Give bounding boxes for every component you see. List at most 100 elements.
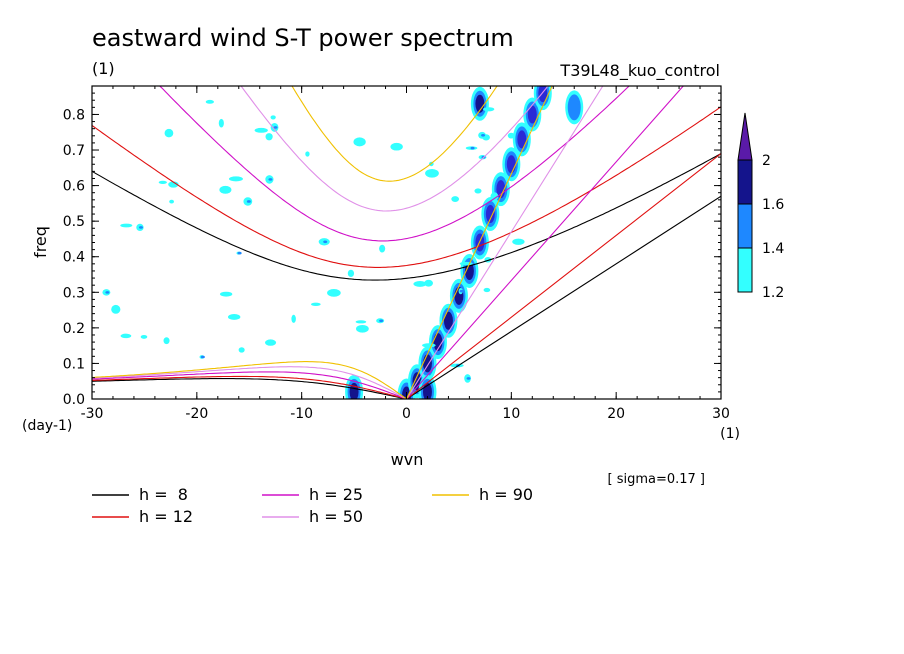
noise-patch-core bbox=[470, 146, 475, 150]
chart-title: eastward wind S-T power spectrum bbox=[92, 24, 514, 52]
colorbar-segment bbox=[737, 159, 753, 205]
colorbar-label: 1.4 bbox=[762, 241, 784, 257]
y-tick-label: 0.0 bbox=[63, 392, 85, 408]
ig-curve-h50 bbox=[240, 86, 549, 212]
x-tick-label: 10 bbox=[502, 406, 520, 422]
rossby-curve-h12 bbox=[92, 375, 407, 399]
colorbar-label: 2 bbox=[762, 153, 771, 169]
legend-label: h = 25 bbox=[309, 485, 363, 504]
spectral-peak bbox=[485, 205, 495, 224]
y-tick-label: 0.8 bbox=[63, 107, 85, 123]
x-tick-label: -30 bbox=[81, 406, 104, 422]
legend-label: h = 8 bbox=[139, 485, 188, 504]
noise-patch-core bbox=[105, 291, 110, 294]
spectral-peak bbox=[569, 98, 579, 117]
noise-patch bbox=[270, 115, 276, 120]
spectral-peak bbox=[527, 105, 537, 124]
noise-patch bbox=[265, 133, 273, 141]
noise-patch bbox=[254, 127, 268, 133]
noise-patch bbox=[218, 118, 224, 128]
y-axis-label: freq bbox=[31, 226, 50, 258]
noise-patch-core bbox=[466, 377, 471, 380]
colorbar-label: 1.6 bbox=[762, 197, 784, 213]
kelvin-line-h25 bbox=[406, 86, 684, 399]
x-tick-label: 0 bbox=[402, 406, 411, 422]
noise-patch bbox=[413, 280, 427, 287]
noise-patch bbox=[219, 291, 233, 297]
noise-patch bbox=[459, 261, 473, 266]
noise-patch bbox=[164, 128, 174, 138]
noise-patch bbox=[227, 314, 241, 320]
kelvin-line-h12 bbox=[406, 153, 721, 399]
noise-patch bbox=[353, 137, 366, 147]
noise-patch bbox=[120, 333, 132, 339]
legend-label: h = 12 bbox=[139, 507, 193, 526]
noise-patch bbox=[355, 324, 369, 333]
kelvin-line-h8 bbox=[406, 195, 721, 399]
ig-curve-h8 bbox=[92, 153, 721, 281]
rossby-curve-h50 bbox=[92, 366, 407, 399]
noise-patch-core bbox=[481, 133, 486, 137]
legend: h = 8 h = 12 h = 25 h = 50 h = 90 bbox=[92, 485, 533, 526]
dispersion-curves-layer bbox=[92, 86, 721, 399]
colorbar-label: 1.2 bbox=[762, 285, 784, 301]
noise-patch-core bbox=[323, 240, 328, 244]
legend-label: h = 50 bbox=[309, 507, 363, 526]
spectral-peak bbox=[517, 130, 527, 149]
noise-patch bbox=[305, 151, 310, 157]
sigma-note: [ sigma=0.17 ] bbox=[607, 472, 705, 487]
ig-curve-h90 bbox=[291, 86, 498, 182]
noise-patch bbox=[327, 288, 341, 297]
y-tick-label: 0.5 bbox=[63, 214, 85, 230]
noise-patch bbox=[228, 176, 243, 182]
x-tick-label: 20 bbox=[607, 406, 625, 422]
noise-patch-core bbox=[459, 289, 464, 293]
noise-patch bbox=[424, 279, 433, 287]
chart-subtitle-left: (1) bbox=[92, 59, 115, 78]
spectral-peak bbox=[443, 311, 453, 330]
x-tick-label: -20 bbox=[185, 406, 208, 422]
noise-patch bbox=[163, 337, 170, 345]
noise-patch bbox=[219, 185, 232, 194]
noise-patch bbox=[310, 302, 321, 307]
noise-patch bbox=[168, 181, 179, 188]
noise-patch bbox=[347, 269, 355, 278]
x-axis: -30 -20 -10 0 10 20 30 bbox=[81, 86, 730, 422]
rossby-curve-h8 bbox=[92, 378, 407, 399]
noise-patch bbox=[169, 199, 174, 204]
noise-patch bbox=[425, 169, 439, 178]
y-tick-label: 0.7 bbox=[63, 143, 85, 159]
chart-subtitle-right: T39L48_kuo_control bbox=[559, 61, 720, 81]
noise-patch bbox=[111, 304, 121, 314]
y-tick-label: 0.1 bbox=[63, 356, 85, 372]
noise-patch-core bbox=[273, 126, 278, 129]
rossby-curve-h25 bbox=[92, 371, 407, 399]
ig-curve-h12 bbox=[92, 106, 721, 268]
noise-patch bbox=[140, 334, 148, 339]
noise-patch bbox=[291, 314, 296, 323]
noise-patch-core bbox=[237, 251, 242, 255]
noise-patch bbox=[422, 343, 436, 348]
noise-patch bbox=[512, 238, 525, 245]
spectral-peak bbox=[433, 333, 443, 352]
y-axis: 0.0 0.1 0.2 0.3 0.4 0.5 0.6 0.7 0.8 bbox=[63, 85, 721, 408]
noise-patch bbox=[205, 99, 214, 104]
noise-patch bbox=[507, 132, 515, 139]
noise-patch bbox=[474, 188, 482, 194]
noise-patch-core bbox=[379, 319, 384, 323]
y-tick-label: 0.6 bbox=[63, 179, 85, 195]
y-tick-label: 0.4 bbox=[63, 250, 85, 266]
noise-patch bbox=[355, 320, 367, 324]
rossby-curve-h90 bbox=[92, 361, 407, 399]
noise-patch bbox=[490, 192, 499, 201]
noise-patch-core bbox=[200, 355, 205, 359]
noise-patch bbox=[482, 107, 495, 112]
noise-patch bbox=[120, 223, 133, 228]
legend-label: h = 90 bbox=[479, 485, 533, 504]
spectral-peak bbox=[506, 155, 516, 174]
colorbar-top-arrow bbox=[737, 112, 753, 161]
noise-patch bbox=[238, 347, 245, 353]
x-unit-label: (1) bbox=[720, 426, 740, 442]
ig-curve-h25 bbox=[159, 86, 630, 242]
